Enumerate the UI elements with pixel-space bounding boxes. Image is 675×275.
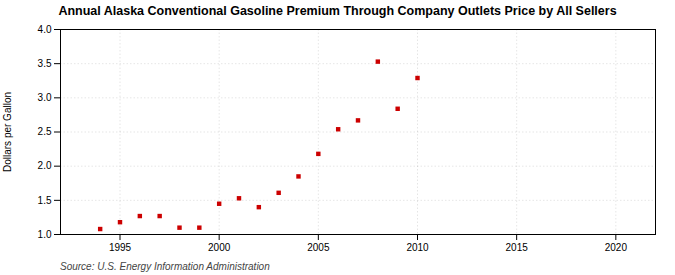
svg-text:3.5: 3.5 xyxy=(38,58,52,69)
svg-text:1.5: 1.5 xyxy=(38,195,52,206)
svg-text:2.5: 2.5 xyxy=(38,126,52,137)
svg-text:2015: 2015 xyxy=(506,242,529,253)
svg-text:4.0: 4.0 xyxy=(38,24,52,35)
svg-text:2.0: 2.0 xyxy=(38,160,52,171)
html-text:Annual Alaska Conventional Gas: Annual Alaska Conventional Gasoline Prem… xyxy=(58,4,617,18)
svg-text:2005: 2005 xyxy=(307,242,330,253)
svg-text:1.0: 1.0 xyxy=(38,229,52,240)
svg-text:Dollars per Gallon: Dollars per Gallon xyxy=(2,92,13,172)
html-text:Source: U.S. Energy Informatio: Source: U.S. Energy Information Administ… xyxy=(60,261,270,272)
svg-text:2010: 2010 xyxy=(406,242,429,253)
svg-text:2000: 2000 xyxy=(208,242,231,253)
svg-text:3.0: 3.0 xyxy=(38,92,52,103)
svg-text:2020: 2020 xyxy=(605,242,628,253)
svg-text:1995: 1995 xyxy=(109,242,132,253)
